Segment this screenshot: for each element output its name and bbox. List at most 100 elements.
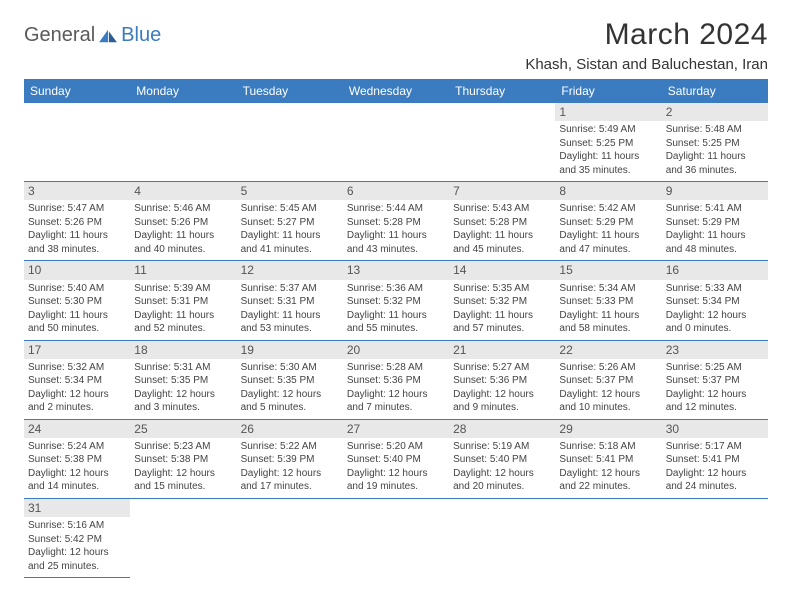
sunset-text: Sunset: 5:35 PM [241, 374, 339, 388]
day-number: 5 [237, 182, 343, 200]
daylight-text: Daylight: 12 hours and 19 minutes. [347, 467, 445, 494]
day-cell: 12Sunrise: 5:37 AMSunset: 5:31 PMDayligh… [237, 261, 343, 340]
daylight-text: Daylight: 11 hours and 40 minutes. [134, 229, 232, 256]
sunrise-text: Sunrise: 5:45 AM [241, 202, 339, 216]
day-cell: 19Sunrise: 5:30 AMSunset: 5:35 PMDayligh… [237, 340, 343, 419]
weekday-header: Friday [555, 79, 661, 103]
month-title: March 2024 [525, 18, 768, 52]
day-number: 6 [343, 182, 449, 200]
sunset-text: Sunset: 5:31 PM [134, 295, 232, 309]
day-cell: 21Sunrise: 5:27 AMSunset: 5:36 PMDayligh… [449, 340, 555, 419]
sunset-text: Sunset: 5:28 PM [347, 216, 445, 230]
sunset-text: Sunset: 5:36 PM [347, 374, 445, 388]
weekday-header: Tuesday [237, 79, 343, 103]
sunrise-text: Sunrise: 5:31 AM [134, 361, 232, 375]
calendar-row: 31Sunrise: 5:16 AMSunset: 5:42 PMDayligh… [24, 498, 768, 577]
sunset-text: Sunset: 5:32 PM [347, 295, 445, 309]
sunset-text: Sunset: 5:25 PM [559, 137, 657, 151]
sunrise-text: Sunrise: 5:39 AM [134, 282, 232, 296]
day-cell: 9Sunrise: 5:41 AMSunset: 5:29 PMDaylight… [662, 182, 768, 261]
sunset-text: Sunset: 5:36 PM [453, 374, 551, 388]
day-cell: 25Sunrise: 5:23 AMSunset: 5:38 PMDayligh… [130, 419, 236, 498]
day-number: 30 [662, 420, 768, 438]
sunset-text: Sunset: 5:37 PM [666, 374, 764, 388]
sunset-text: Sunset: 5:39 PM [241, 453, 339, 467]
sunrise-text: Sunrise: 5:46 AM [134, 202, 232, 216]
day-cell: 14Sunrise: 5:35 AMSunset: 5:32 PMDayligh… [449, 261, 555, 340]
day-cell: 20Sunrise: 5:28 AMSunset: 5:36 PMDayligh… [343, 340, 449, 419]
sunrise-text: Sunrise: 5:23 AM [134, 440, 232, 454]
daylight-text: Daylight: 12 hours and 12 minutes. [666, 388, 764, 415]
sunset-text: Sunset: 5:34 PM [28, 374, 126, 388]
day-number: 27 [343, 420, 449, 438]
daylight-text: Daylight: 11 hours and 38 minutes. [28, 229, 126, 256]
weekday-header-row: SundayMondayTuesdayWednesdayThursdayFrid… [24, 79, 768, 103]
empty-cell [130, 103, 236, 182]
weekday-header: Saturday [662, 79, 768, 103]
day-cell: 27Sunrise: 5:20 AMSunset: 5:40 PMDayligh… [343, 419, 449, 498]
sunrise-text: Sunrise: 5:49 AM [559, 123, 657, 137]
sunset-text: Sunset: 5:40 PM [453, 453, 551, 467]
sunrise-text: Sunrise: 5:28 AM [347, 361, 445, 375]
day-cell: 6Sunrise: 5:44 AMSunset: 5:28 PMDaylight… [343, 182, 449, 261]
empty-cell [343, 103, 449, 182]
calendar-row: 3Sunrise: 5:47 AMSunset: 5:26 PMDaylight… [24, 182, 768, 261]
day-cell: 22Sunrise: 5:26 AMSunset: 5:37 PMDayligh… [555, 340, 661, 419]
day-cell: 29Sunrise: 5:18 AMSunset: 5:41 PMDayligh… [555, 419, 661, 498]
sunrise-text: Sunrise: 5:37 AM [241, 282, 339, 296]
location: Khash, Sistan and Baluchestan, Iran [525, 56, 768, 73]
sunrise-text: Sunrise: 5:33 AM [666, 282, 764, 296]
daylight-text: Daylight: 11 hours and 50 minutes. [28, 309, 126, 336]
day-number: 26 [237, 420, 343, 438]
day-number: 11 [130, 261, 236, 279]
calendar-row: 17Sunrise: 5:32 AMSunset: 5:34 PMDayligh… [24, 340, 768, 419]
logo-text-general: General [24, 24, 95, 47]
empty-cell [449, 103, 555, 182]
day-number: 25 [130, 420, 236, 438]
daylight-text: Daylight: 12 hours and 14 minutes. [28, 467, 126, 494]
day-number: 20 [343, 341, 449, 359]
day-number: 3 [24, 182, 130, 200]
day-number: 31 [24, 499, 130, 517]
daylight-text: Daylight: 12 hours and 17 minutes. [241, 467, 339, 494]
sunset-text: Sunset: 5:29 PM [559, 216, 657, 230]
sunset-text: Sunset: 5:30 PM [28, 295, 126, 309]
day-number: 17 [24, 341, 130, 359]
sunrise-text: Sunrise: 5:20 AM [347, 440, 445, 454]
day-cell: 11Sunrise: 5:39 AMSunset: 5:31 PMDayligh… [130, 261, 236, 340]
sunrise-text: Sunrise: 5:34 AM [559, 282, 657, 296]
weekday-header: Sunday [24, 79, 130, 103]
daylight-text: Daylight: 12 hours and 5 minutes. [241, 388, 339, 415]
empty-cell [237, 498, 343, 577]
sunset-text: Sunset: 5:38 PM [28, 453, 126, 467]
weekday-header: Monday [130, 79, 236, 103]
day-number: 28 [449, 420, 555, 438]
daylight-text: Daylight: 11 hours and 48 minutes. [666, 229, 764, 256]
sunset-text: Sunset: 5:25 PM [666, 137, 764, 151]
day-number: 24 [24, 420, 130, 438]
daylight-text: Daylight: 11 hours and 55 minutes. [347, 309, 445, 336]
sunset-text: Sunset: 5:38 PM [134, 453, 232, 467]
calendar-row: 24Sunrise: 5:24 AMSunset: 5:38 PMDayligh… [24, 419, 768, 498]
day-number: 8 [555, 182, 661, 200]
day-cell: 23 Sunrise: 5:25 AMSunset: 5:37 PMDayligh… [662, 340, 768, 419]
sunset-text: Sunset: 5:34 PM [666, 295, 764, 309]
day-cell: 2Sunrise: 5:48 AMSunset: 5:25 PMDaylight… [662, 103, 768, 182]
day-number: 12 [237, 261, 343, 279]
day-number: 23 [662, 341, 768, 359]
calendar-row: 1Sunrise: 5:49 AMSunset: 5:25 PMDaylight… [24, 103, 768, 182]
sunrise-text: Sunrise: 5:19 AM [453, 440, 551, 454]
day-number: 9 [662, 182, 768, 200]
calendar-body: 1Sunrise: 5:49 AMSunset: 5:25 PMDaylight… [24, 103, 768, 578]
sunrise-text: Sunrise: 5:25 AM [666, 361, 764, 375]
sunset-text: Sunset: 5:37 PM [559, 374, 657, 388]
sunrise-text: Sunrise: 5:24 AM [28, 440, 126, 454]
day-cell: 31Sunrise: 5:16 AMSunset: 5:42 PMDayligh… [24, 498, 130, 577]
sunset-text: Sunset: 5:41 PM [666, 453, 764, 467]
empty-cell [237, 103, 343, 182]
sunrise-text: Sunrise: 5:30 AM [241, 361, 339, 375]
daylight-text: Daylight: 11 hours and 36 minutes. [666, 150, 764, 177]
sunrise-text: Sunrise: 5:22 AM [241, 440, 339, 454]
day-cell: 18Sunrise: 5:31 AMSunset: 5:35 PMDayligh… [130, 340, 236, 419]
day-number: 14 [449, 261, 555, 279]
